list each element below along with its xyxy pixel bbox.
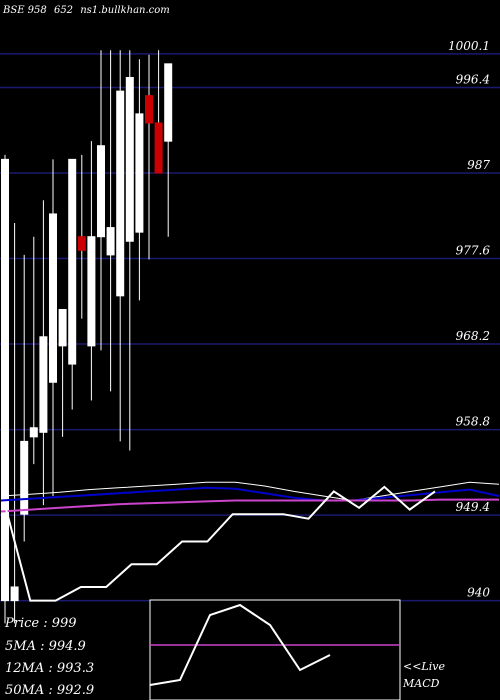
candle-bull [87, 236, 96, 347]
macd-line [149, 603, 331, 686]
y-tick-label: 940 [467, 586, 490, 600]
ma-mid-line [0, 486, 500, 502]
indicator-line [4, 485, 436, 602]
ma12-readout: 12MA : 993.3 [5, 661, 95, 676]
candle-bull [97, 145, 105, 238]
ma50-readout: 50MA : 992.9 [5, 683, 95, 698]
candle-bull [135, 113, 144, 233]
y-tick-label: 987 [467, 158, 490, 172]
ma5-readout: 5MA : 994.9 [5, 639, 86, 654]
candle-bull [20, 440, 29, 515]
macd-label: MACD [403, 677, 440, 690]
ma-long-line [0, 498, 499, 513]
candle-bull [125, 76, 134, 242]
candle-bull [106, 227, 115, 256]
candle-bull [29, 427, 38, 438]
macd-panel [149, 599, 401, 700]
price-readout: Price : 999 [5, 616, 77, 631]
candle-bull [164, 63, 173, 142]
candle-bear [77, 236, 86, 251]
symbol-label: BSE 958 [3, 5, 47, 16]
candle-bull [49, 213, 57, 383]
y-tick-label: 996.4 [456, 72, 490, 86]
candle-bull [39, 336, 48, 433]
candle-bull [1, 158, 9, 602]
chart-header: BSE 958 652 ns1.bullkhan.com [3, 5, 174, 16]
ma-short-line [0, 481, 500, 502]
code-label: 652 [53, 5, 74, 16]
candle-bear [145, 95, 153, 124]
live-label: <<Live [403, 660, 445, 673]
candle-bull [68, 158, 77, 365]
candle-bear [154, 122, 163, 174]
y-tick-label: 958.8 [456, 415, 491, 429]
y-tick-label: 1000.1 [448, 39, 490, 53]
site-label: ns1.bullkhan.com [80, 5, 170, 16]
y-tick-label: 977.6 [456, 244, 491, 258]
candle-bull [116, 90, 125, 297]
candle-bull [10, 586, 19, 602]
y-tick-label: 949.4 [456, 500, 490, 514]
y-tick-label: 968.2 [456, 329, 490, 343]
candle-bull [58, 308, 67, 347]
